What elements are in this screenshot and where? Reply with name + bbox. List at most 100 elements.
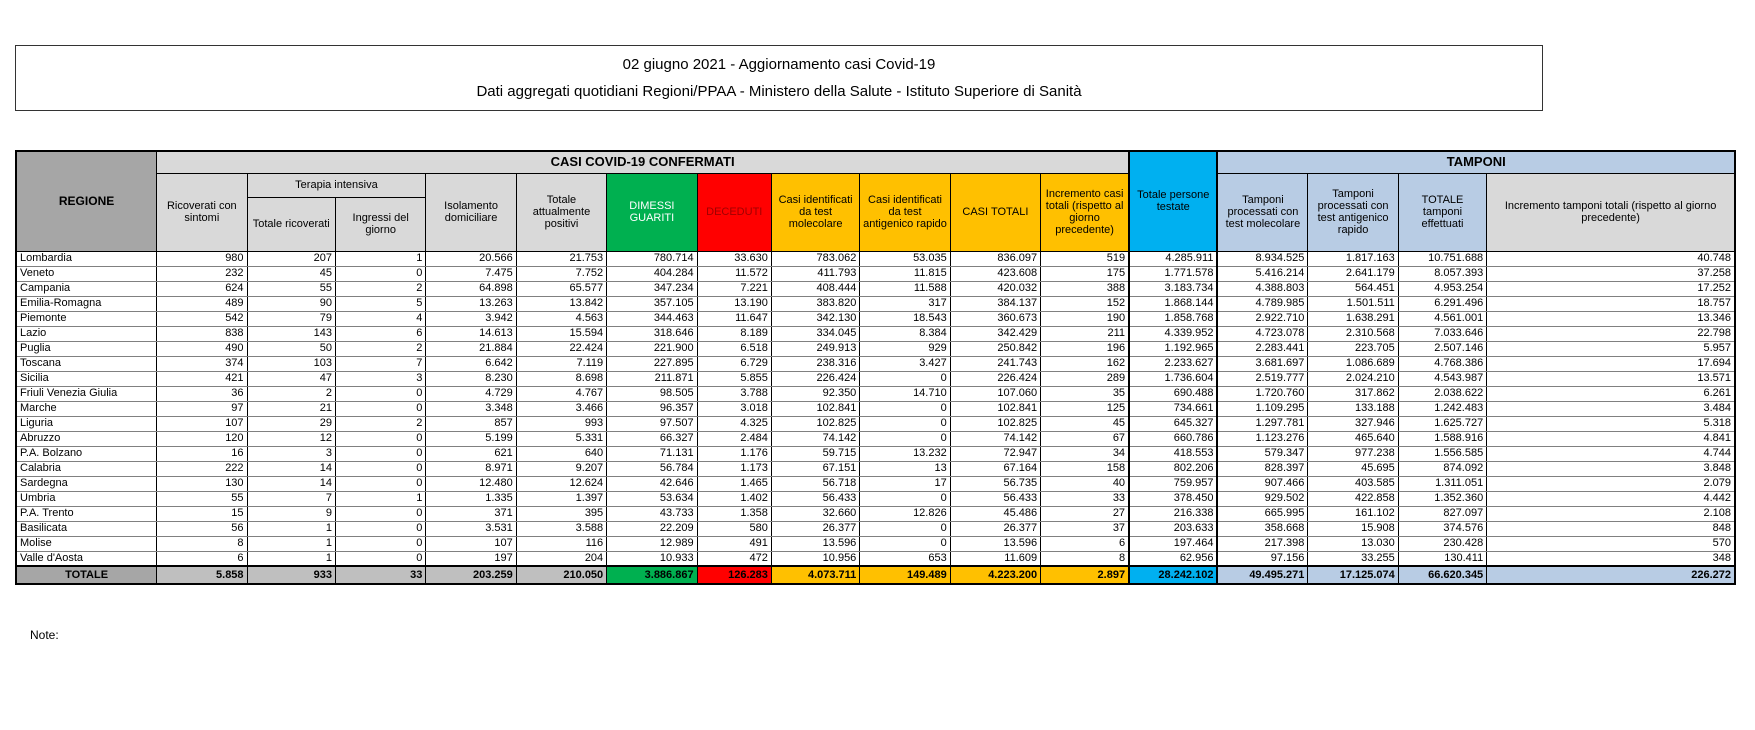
column-header-deceduti: DECEDUTI bbox=[696, 172, 772, 252]
value-cell: 56 bbox=[156, 520, 248, 537]
value-cell: 3.788 bbox=[696, 385, 772, 402]
region-cell: Puglia bbox=[15, 340, 158, 357]
total-value-cell: 2.897 bbox=[1040, 565, 1130, 585]
value-cell: 55 bbox=[246, 280, 336, 297]
value-cell: 404.284 bbox=[606, 265, 698, 282]
value-cell: 4.723.078 bbox=[1216, 325, 1309, 342]
value-cell: 465.640 bbox=[1307, 430, 1399, 447]
value-cell: 395 bbox=[515, 505, 608, 522]
region-cell: Lazio bbox=[15, 325, 158, 342]
value-cell: 334.045 bbox=[770, 325, 861, 342]
value-cell: 2.310.568 bbox=[1307, 325, 1399, 342]
table-row: Lazio 838 143 6 14.613 15.594 318.646 8.189 334.… bbox=[15, 325, 1736, 342]
value-cell: 67.151 bbox=[770, 460, 861, 477]
value-cell: 360.673 bbox=[949, 310, 1042, 327]
value-cell: 20.566 bbox=[425, 250, 517, 267]
value-cell: 7.033.646 bbox=[1397, 325, 1488, 342]
value-cell: 519 bbox=[1040, 250, 1130, 267]
value-cell: 317.862 bbox=[1307, 385, 1399, 402]
value-cell: 3.348 bbox=[425, 400, 517, 417]
value-cell: 197 bbox=[425, 550, 517, 567]
value-cell: 347.234 bbox=[606, 280, 698, 297]
value-cell: 342.429 bbox=[949, 325, 1042, 342]
table-row: Molise 8 1 0 107 116 12.989 491 13.596 0 13.596 6 19… bbox=[15, 535, 1736, 552]
value-cell: 37 bbox=[1040, 520, 1130, 537]
value-cell: 190 bbox=[1040, 310, 1130, 327]
value-cell: 0 bbox=[859, 520, 951, 537]
value-cell: 90 bbox=[246, 295, 336, 312]
value-cell: 1.192.965 bbox=[1128, 340, 1219, 357]
region-cell: P.A. Bolzano bbox=[15, 445, 158, 462]
table-row: Valle d'Aosta 6 1 0 197 204 10.933 472 10.956 653… bbox=[15, 550, 1736, 567]
value-cell: 249.913 bbox=[770, 340, 861, 357]
value-cell: 1.358 bbox=[696, 505, 772, 522]
terapia-intensiva-group-header: Terapia intensiva bbox=[246, 172, 427, 198]
value-cell: 838 bbox=[156, 325, 248, 342]
report-title-line2: Dati aggregati quotidiani Regioni/PPAA -… bbox=[476, 83, 1082, 100]
value-cell: 11.588 bbox=[859, 280, 951, 297]
value-cell: 1.311.051 bbox=[1397, 475, 1488, 492]
total-value-cell: 226.272 bbox=[1486, 565, 1736, 585]
value-cell: 1.588.916 bbox=[1397, 430, 1488, 447]
value-cell: 11.572 bbox=[696, 265, 772, 282]
value-cell: 977.238 bbox=[1307, 445, 1399, 462]
region-column-header: REGIONE bbox=[15, 150, 158, 252]
value-cell: 4.325 bbox=[696, 415, 772, 432]
value-cell: 16 bbox=[156, 445, 248, 462]
value-cell: 5.416.214 bbox=[1216, 265, 1309, 282]
value-cell: 542 bbox=[156, 310, 248, 327]
value-cell: 13.190 bbox=[696, 295, 772, 312]
value-cell: 45.695 bbox=[1307, 460, 1399, 477]
value-cell: 1.242.483 bbox=[1397, 400, 1488, 417]
column-header-totale-tamponi: TOTALE tamponi effettuati bbox=[1397, 172, 1488, 252]
value-cell: 3.942 bbox=[425, 310, 517, 327]
value-cell: 1.176 bbox=[696, 445, 772, 462]
total-value-cell: 4.073.711 bbox=[770, 565, 861, 585]
value-cell: 33.255 bbox=[1307, 550, 1399, 567]
value-cell: 9 bbox=[246, 505, 336, 522]
value-cell: 1.397 bbox=[515, 490, 608, 507]
value-cell: 9.207 bbox=[515, 460, 608, 477]
value-cell: 4.561.001 bbox=[1397, 310, 1488, 327]
value-cell: 1.625.727 bbox=[1397, 415, 1488, 432]
region-cell: Campania bbox=[15, 280, 158, 297]
value-cell: 66.327 bbox=[606, 430, 698, 447]
value-cell: 0 bbox=[859, 535, 951, 552]
value-cell: 1.402 bbox=[696, 490, 772, 507]
value-cell: 344.463 bbox=[606, 310, 698, 327]
value-cell: 238.316 bbox=[770, 355, 861, 372]
value-cell: 102.825 bbox=[949, 415, 1042, 432]
value-cell: 0 bbox=[859, 490, 951, 507]
value-cell: 5.199 bbox=[425, 430, 517, 447]
value-cell: 15.594 bbox=[515, 325, 608, 342]
value-cell: 14 bbox=[246, 460, 336, 477]
value-cell: 2.922.710 bbox=[1216, 310, 1309, 327]
value-cell: 53.634 bbox=[606, 490, 698, 507]
value-cell: 0 bbox=[334, 265, 427, 282]
value-cell: 125 bbox=[1040, 400, 1130, 417]
total-row: TOTALE 5.858 933 33 203.259 210.050 3.886.867… bbox=[15, 565, 1736, 585]
value-cell: 7 bbox=[334, 355, 427, 372]
value-cell: 50 bbox=[246, 340, 336, 357]
value-cell: 32.660 bbox=[770, 505, 861, 522]
value-cell: 133.188 bbox=[1307, 400, 1399, 417]
value-cell: 2 bbox=[246, 385, 336, 402]
value-cell: 65.577 bbox=[515, 280, 608, 297]
region-cell: Sardegna bbox=[15, 475, 158, 492]
total-value-cell: 28.242.102 bbox=[1128, 565, 1219, 585]
value-cell: 8.971 bbox=[425, 460, 517, 477]
value-cell: 371 bbox=[425, 505, 517, 522]
total-value-cell: 126.283 bbox=[696, 565, 772, 585]
value-cell: 1 bbox=[246, 520, 336, 537]
value-cell: 6.729 bbox=[696, 355, 772, 372]
table-row: Toscana 374 103 7 6.642 7.119 227.895 6.729 238.… bbox=[15, 355, 1736, 372]
value-cell: 0 bbox=[334, 505, 427, 522]
value-cell: 12.480 bbox=[425, 475, 517, 492]
value-cell: 472 bbox=[696, 550, 772, 567]
value-cell: 1.465 bbox=[696, 475, 772, 492]
value-cell: 45.486 bbox=[949, 505, 1042, 522]
value-cell: 857 bbox=[425, 415, 517, 432]
value-cell: 5.318 bbox=[1486, 415, 1736, 432]
column-header-casi-molecolare: Casi identificati da test molecolare bbox=[770, 172, 861, 252]
value-cell: 4 bbox=[334, 310, 427, 327]
